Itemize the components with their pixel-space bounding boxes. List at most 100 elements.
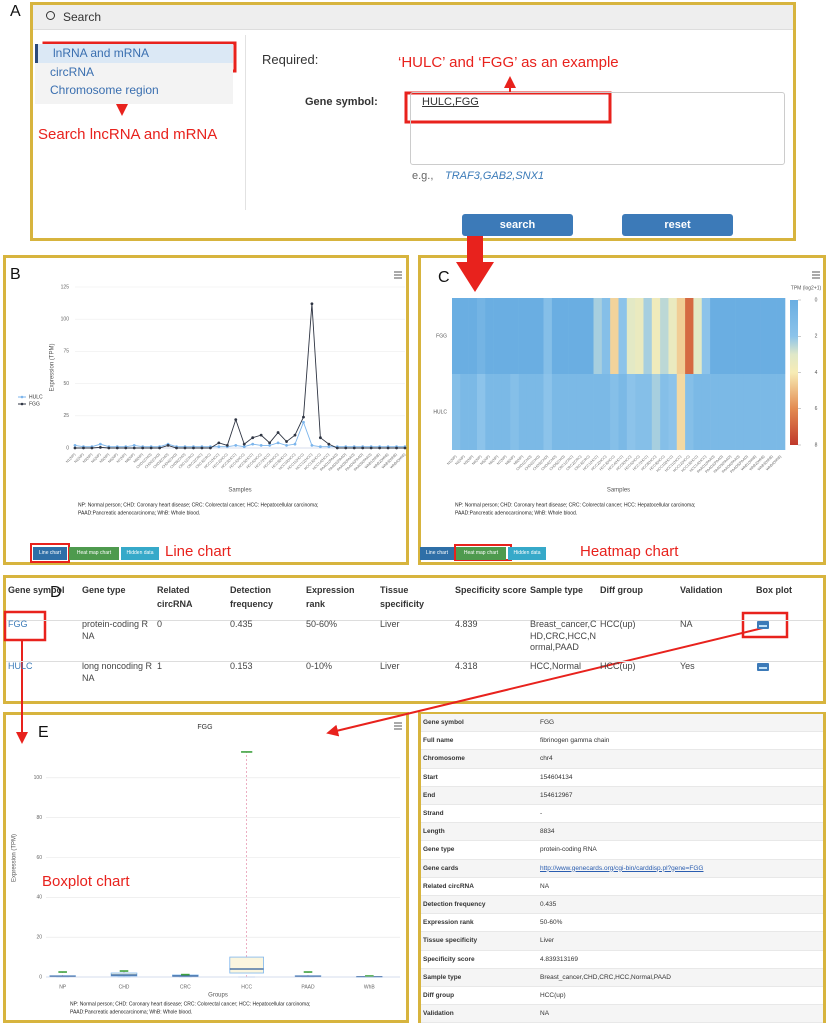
detail-row xyxy=(421,877,823,896)
search-header: Search xyxy=(33,5,793,30)
heat-cell xyxy=(493,298,503,374)
x-axis-label: Samples xyxy=(228,488,251,494)
detail-value: NA xyxy=(540,1010,550,1018)
heat-cell xyxy=(768,298,777,374)
boxplot-icon[interactable] xyxy=(757,663,769,671)
chart-button[interactable]: Hidden data xyxy=(121,547,159,560)
heat-cell xyxy=(551,298,561,374)
y-tick-label: 100 xyxy=(61,317,70,323)
point xyxy=(132,444,136,447)
heat-cell xyxy=(676,298,686,374)
heat-cell xyxy=(751,374,761,450)
point xyxy=(268,441,272,445)
heat-cell xyxy=(535,374,544,450)
panel-label: E xyxy=(38,724,49,741)
x-tick-label: PAAD xyxy=(301,984,315,990)
x-tick-label: N8(NP) xyxy=(505,455,516,466)
detail-row xyxy=(421,987,823,1006)
detail-label: Gene type xyxy=(423,846,455,854)
x-tick-label: N3(NP) xyxy=(463,455,474,466)
example-text: TRAF3,GAB2,SNX1 xyxy=(445,170,545,182)
table-cell: Yes xyxy=(680,661,695,671)
detail-value[interactable]: http://www.genecards.org/cgi-bin/carddis… xyxy=(540,864,704,872)
point xyxy=(183,446,187,450)
detail-value: HCC(up) xyxy=(540,992,566,999)
panel-label: C xyxy=(438,269,450,286)
detail-row xyxy=(421,932,823,951)
footnote: NP: Normal person; CHD: Coronary heart d… xyxy=(455,502,695,508)
detail-row xyxy=(421,968,823,987)
table-header: Detection frequency xyxy=(230,585,274,609)
row-label: FGG xyxy=(436,333,447,339)
point xyxy=(132,446,136,450)
detail-label: Start xyxy=(423,773,438,781)
detail-value: 154612967 xyxy=(540,791,573,799)
button[interactable]: search xyxy=(462,214,573,236)
chart-button[interactable]: Hidden data xyxy=(508,547,546,560)
x-tick-label: N7(NP) xyxy=(116,453,127,464)
gene-input[interactable] xyxy=(410,92,785,165)
point xyxy=(217,441,221,445)
chart-button[interactable]: Line chart xyxy=(420,547,454,560)
menu-item[interactable]: Chromosome region xyxy=(35,81,233,100)
point xyxy=(98,442,102,446)
table-cell: 4.318 xyxy=(455,661,478,671)
point xyxy=(285,444,288,447)
panel-b-frame xyxy=(3,255,409,565)
heat-cell xyxy=(776,374,786,450)
footnote: PAAD:Pancreatic adenocarcinoma; WhB: Who… xyxy=(70,1009,192,1015)
detail-row xyxy=(421,859,823,878)
legend-label: FGG xyxy=(29,401,40,407)
point xyxy=(192,446,195,450)
table-cell[interactable]: FGG xyxy=(8,619,28,629)
point xyxy=(318,436,322,440)
heat-cell xyxy=(526,374,536,450)
menu-icon[interactable] xyxy=(394,722,402,730)
heat-cell xyxy=(776,298,786,374)
detail-value: Liver xyxy=(540,937,555,945)
heat-cell xyxy=(576,374,586,450)
heat-cell xyxy=(660,374,669,450)
heat-cell xyxy=(493,374,503,450)
chart-button[interactable]: Heat map chart xyxy=(69,547,119,560)
table-cell[interactable]: HULC xyxy=(8,661,33,671)
detail-label: End xyxy=(423,791,436,799)
heat-cell xyxy=(485,374,494,450)
x-tick-label: N7(NP) xyxy=(496,455,507,466)
heat-cell xyxy=(543,374,553,450)
panel-label: A xyxy=(10,3,21,20)
table-header: Sample type xyxy=(530,585,584,595)
chart-button[interactable]: Line chart xyxy=(33,547,67,560)
button[interactable]: reset xyxy=(622,214,733,236)
x-tick-label: CHD xyxy=(119,984,130,990)
table-cell: 0 xyxy=(157,619,163,629)
row-label: HULC xyxy=(433,409,447,415)
table-header: Validation xyxy=(680,585,723,595)
table-cell: long noncoding RNA xyxy=(82,661,153,683)
menu-item[interactable]: circRNA xyxy=(35,63,233,82)
x-tick-label: N9(NP) xyxy=(513,455,524,466)
heat-cell xyxy=(593,374,603,450)
menu-icon[interactable] xyxy=(812,271,820,279)
point xyxy=(225,444,229,447)
y-tick-label: 0 xyxy=(39,974,42,980)
menu-icon[interactable] xyxy=(394,271,402,279)
chart-button[interactable]: Heat map chart xyxy=(456,547,506,560)
heat-cell xyxy=(501,298,511,374)
heat-cell xyxy=(735,298,744,374)
point xyxy=(251,436,255,440)
chart-title: FGG xyxy=(197,724,212,731)
menu-item[interactable]: lnRNA and mRNA xyxy=(35,44,233,63)
table-header: Diff group xyxy=(600,585,643,595)
heat-cell xyxy=(585,374,594,450)
detail-row xyxy=(421,1005,823,1024)
point xyxy=(335,446,339,450)
heat-cell xyxy=(751,298,761,374)
detail-value: FGG xyxy=(540,719,555,726)
table-header: Specificity score xyxy=(455,585,527,595)
x-tick-label: N3(NP) xyxy=(82,453,93,464)
boxplot-icon[interactable] xyxy=(757,621,769,629)
detail-value: - xyxy=(540,810,543,817)
detail-label: Specificity score xyxy=(423,955,475,963)
panel-label: D xyxy=(50,584,62,601)
